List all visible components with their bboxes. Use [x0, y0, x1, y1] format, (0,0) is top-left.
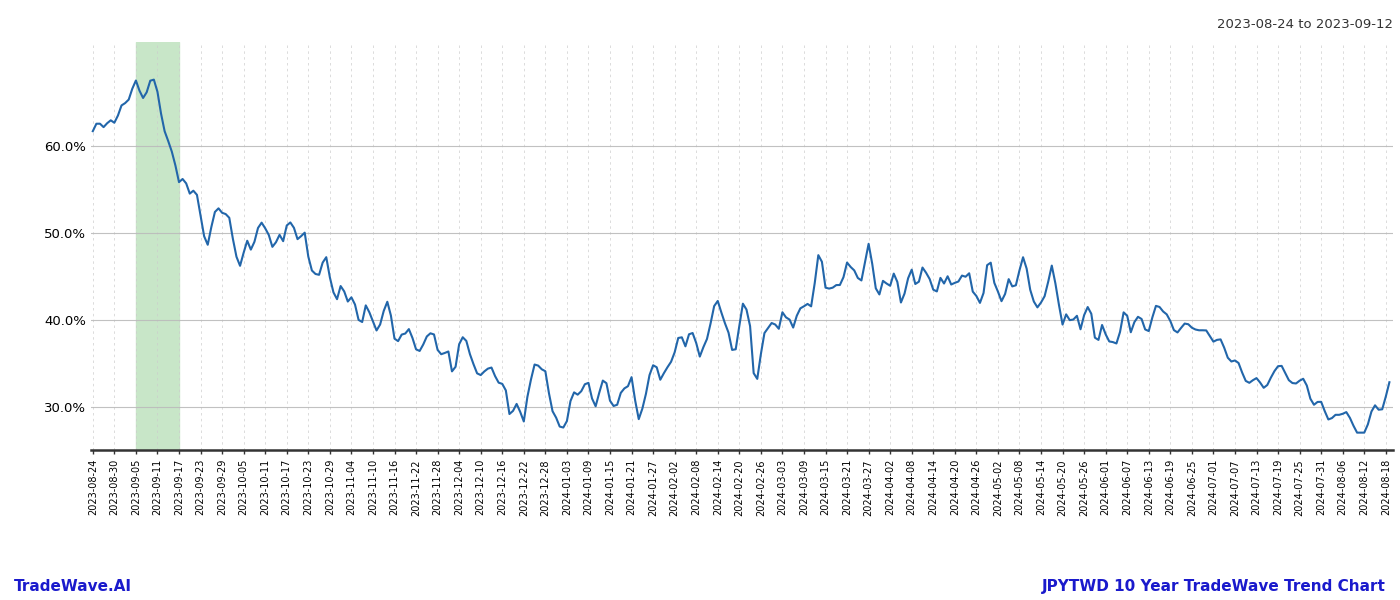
Text: 2023-08-24 to 2023-09-12: 2023-08-24 to 2023-09-12 [1217, 18, 1393, 31]
Bar [136, 42, 179, 450]
Text: JPYTWD 10 Year TradeWave Trend Chart: JPYTWD 10 Year TradeWave Trend Chart [1042, 579, 1386, 594]
Text: TradeWave.AI: TradeWave.AI [14, 579, 132, 594]
